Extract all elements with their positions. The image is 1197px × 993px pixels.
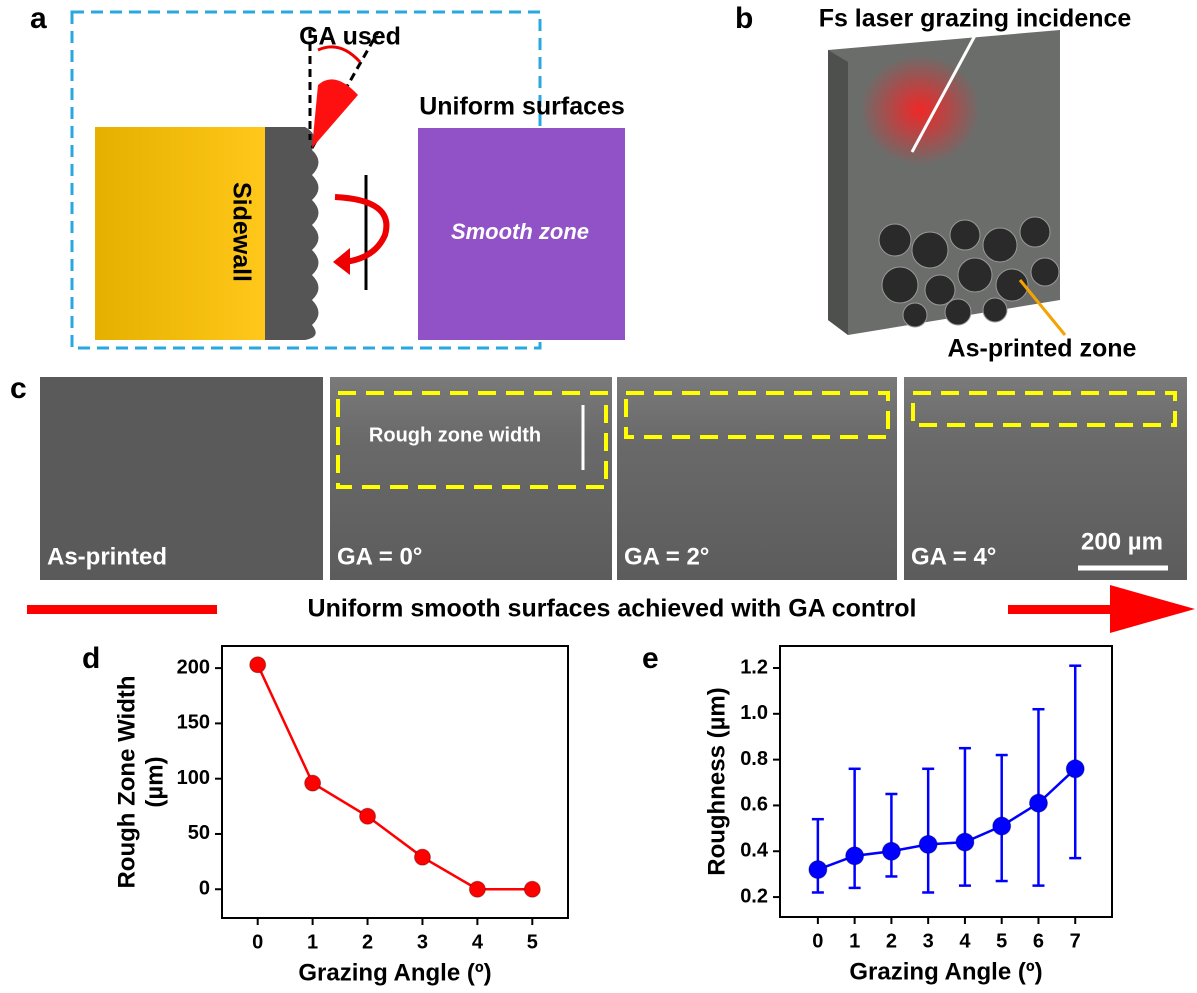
scale-label: 200 µm <box>1081 528 1163 555</box>
data-point <box>918 834 938 854</box>
sem-image <box>330 377 612 580</box>
label: GA = 0° <box>337 543 422 570</box>
x-tick-label: 6 <box>1033 930 1044 952</box>
y-tick-label: 1.2 <box>740 656 768 678</box>
plot-frame <box>779 645 1113 918</box>
label: Smooth zone <box>451 219 589 244</box>
y-tick-label: 100 <box>177 767 210 789</box>
data-point <box>304 774 322 792</box>
x-axis-label: Grazing Angle (º) <box>849 958 1042 985</box>
sem-image <box>40 377 323 580</box>
beam <box>910 29 980 153</box>
y-tick-label: 0.4 <box>740 840 769 862</box>
x-tick-label: 7 <box>1070 930 1081 952</box>
data-point <box>468 880 486 898</box>
label: Uniform surfaces <box>419 93 625 121</box>
sem-image <box>617 377 897 580</box>
x-tick-label: 0 <box>812 930 823 952</box>
data-line <box>256 664 533 891</box>
data-point <box>249 656 267 674</box>
x-tick-label: 2 <box>362 931 373 953</box>
y-tick-label: 1.0 <box>740 702 768 724</box>
y-tick-label: 150 <box>177 712 210 734</box>
banner-arrow <box>1008 605 1118 614</box>
x-tick-label: 3 <box>923 930 934 952</box>
y-tick-label: 200 <box>177 656 210 678</box>
panel-label: e <box>642 642 659 675</box>
y-tick-label: 50 <box>188 822 210 844</box>
x-axis-label: Grazing Angle (º) <box>298 959 491 986</box>
x-tick-label: 4 <box>472 931 484 953</box>
cone <box>312 79 358 148</box>
x-tick-label: 2 <box>886 930 897 952</box>
data-point <box>992 816 1012 836</box>
plot-frame <box>221 645 569 919</box>
smooth-block <box>418 128 625 340</box>
sidewall-label: Sidewall <box>227 182 255 282</box>
arrow <box>317 45 362 64</box>
pointer <box>1018 279 1067 336</box>
data-point <box>955 832 975 852</box>
y-axis-label: Rough Zone Width <box>113 675 140 888</box>
zone-box <box>336 391 608 489</box>
arrowhead <box>1110 585 1195 633</box>
x-tick-label: 0 <box>252 931 263 953</box>
data-point <box>808 860 828 880</box>
rotation <box>334 194 390 265</box>
x-tick-label: 4 <box>959 930 971 952</box>
data-point <box>845 846 865 866</box>
y-tick-label: 0.6 <box>740 794 768 816</box>
data-point <box>881 841 901 861</box>
sem-image <box>904 377 1187 580</box>
label: As-printed <box>47 543 167 570</box>
y-tick-label: 0 <box>199 878 210 900</box>
y-axis-label: Roughness (µm) <box>703 687 730 876</box>
label: GA = 2° <box>624 543 709 570</box>
x-tick-label: 5 <box>996 930 1007 952</box>
data-point <box>1028 793 1048 813</box>
x-tick-label: 1 <box>849 930 860 952</box>
data-point <box>1065 759 1085 779</box>
panel-label: d <box>82 642 100 675</box>
label: As-printed zone <box>948 335 1137 363</box>
zone-box <box>911 391 1177 427</box>
title: Fs laser grazing incidence <box>819 5 1132 33</box>
data-point <box>413 848 431 866</box>
x-tick-label: 5 <box>527 931 538 953</box>
label: Rough zone width <box>369 424 541 446</box>
x-tick-label: 3 <box>417 931 428 953</box>
block <box>95 127 267 340</box>
particles <box>878 216 1060 328</box>
y-tick-label: 0.8 <box>740 748 768 770</box>
specimen-side <box>828 50 848 335</box>
panel-label: c <box>10 372 27 405</box>
data-point <box>359 807 377 825</box>
label: GA used <box>299 23 401 51</box>
panel-label: a <box>30 2 47 35</box>
zone-box <box>624 391 890 439</box>
y-tick-label: 0.2 <box>740 885 768 907</box>
y-axis-label: (µm) <box>141 756 168 807</box>
data-point <box>523 880 541 898</box>
banner: Uniform smooth surfaces achieved with GA… <box>308 595 917 623</box>
glow <box>860 55 980 165</box>
sidewall <box>265 127 319 340</box>
label: GA = 4° <box>911 543 996 570</box>
x-tick-label: 1 <box>307 931 318 953</box>
arrowhead <box>333 248 350 275</box>
banner-arrow <box>27 605 217 614</box>
panel-label: b <box>735 2 753 35</box>
